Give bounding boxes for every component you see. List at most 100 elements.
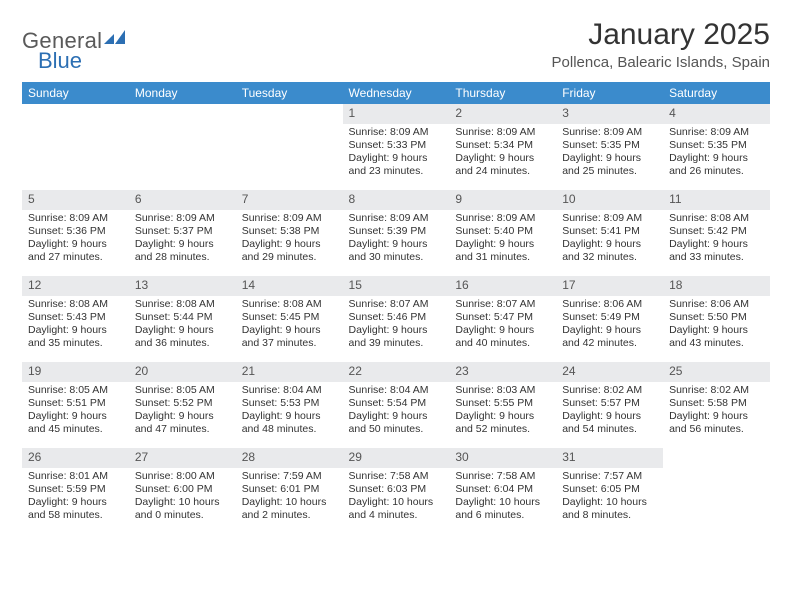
day-daylight_l1: Daylight: 9 hours [135, 410, 230, 423]
day-sunset: Sunset: 5:33 PM [349, 139, 444, 152]
flag-icon [104, 24, 126, 50]
day-daylight_l1: Daylight: 9 hours [455, 238, 550, 251]
day-sunrise: Sunrise: 8:09 AM [28, 212, 123, 225]
day-daylight_l2: and 6 minutes. [455, 509, 550, 522]
day-details: Sunrise: 8:09 AMSunset: 5:38 PMDaylight:… [236, 210, 343, 268]
day-number: 22 [343, 362, 450, 382]
day-sunrise: Sunrise: 8:09 AM [562, 212, 657, 225]
day-of-week-header: Friday [556, 82, 663, 104]
day-sunrise: Sunrise: 8:09 AM [349, 212, 444, 225]
calendar-cell-inner: 21Sunrise: 8:04 AMSunset: 5:53 PMDayligh… [236, 362, 343, 448]
day-daylight_l2: and 29 minutes. [242, 251, 337, 264]
calendar-cell-inner: 7Sunrise: 8:09 AMSunset: 5:38 PMDaylight… [236, 190, 343, 276]
day-of-week-header: Sunday [22, 82, 129, 104]
calendar-cell: 14Sunrise: 8:08 AMSunset: 5:45 PMDayligh… [236, 276, 343, 362]
day-details: Sunrise: 8:09 AMSunset: 5:40 PMDaylight:… [449, 210, 556, 268]
calendar-cell: 6Sunrise: 8:09 AMSunset: 5:37 PMDaylight… [129, 190, 236, 276]
day-sunrise: Sunrise: 8:09 AM [455, 212, 550, 225]
day-daylight_l1: Daylight: 9 hours [669, 152, 764, 165]
day-daylight_l1: Daylight: 9 hours [669, 410, 764, 423]
day-number: 19 [22, 362, 129, 382]
calendar-cell: 28Sunrise: 7:59 AMSunset: 6:01 PMDayligh… [236, 448, 343, 534]
day-details: Sunrise: 8:08 AMSunset: 5:45 PMDaylight:… [236, 296, 343, 354]
calendar-cell-inner: 9Sunrise: 8:09 AMSunset: 5:40 PMDaylight… [449, 190, 556, 276]
calendar-cell: 19Sunrise: 8:05 AMSunset: 5:51 PMDayligh… [22, 362, 129, 448]
day-daylight_l1: Daylight: 10 hours [349, 496, 444, 509]
day-number: 10 [556, 190, 663, 210]
day-daylight_l1: Daylight: 9 hours [455, 152, 550, 165]
day-details: Sunrise: 8:09 AMSunset: 5:35 PMDaylight:… [663, 124, 770, 182]
day-number [22, 104, 129, 124]
day-sunset: Sunset: 5:53 PM [242, 397, 337, 410]
day-details: Sunrise: 7:58 AMSunset: 6:03 PMDaylight:… [343, 468, 450, 526]
day-details: Sunrise: 8:08 AMSunset: 5:44 PMDaylight:… [129, 296, 236, 354]
day-sunrise: Sunrise: 8:09 AM [455, 126, 550, 139]
day-sunset: Sunset: 6:01 PM [242, 483, 337, 496]
day-number: 1 [343, 104, 450, 124]
calendar-cell-inner: 28Sunrise: 7:59 AMSunset: 6:01 PMDayligh… [236, 448, 343, 534]
day-sunrise: Sunrise: 8:08 AM [135, 298, 230, 311]
day-details: Sunrise: 8:05 AMSunset: 5:52 PMDaylight:… [129, 382, 236, 440]
calendar-cell-inner: 13Sunrise: 8:08 AMSunset: 5:44 PMDayligh… [129, 276, 236, 362]
calendar-cell: 2Sunrise: 8:09 AMSunset: 5:34 PMDaylight… [449, 104, 556, 190]
day-details: Sunrise: 8:09 AMSunset: 5:41 PMDaylight:… [556, 210, 663, 268]
day-daylight_l2: and 54 minutes. [562, 423, 657, 436]
day-daylight_l1: Daylight: 9 hours [455, 324, 550, 337]
brand-part2: Blue [38, 48, 82, 74]
day-daylight_l1: Daylight: 9 hours [28, 324, 123, 337]
week-row: 26Sunrise: 8:01 AMSunset: 5:59 PMDayligh… [22, 448, 770, 534]
day-daylight_l1: Daylight: 10 hours [455, 496, 550, 509]
day-sunrise: Sunrise: 8:06 AM [669, 298, 764, 311]
day-number: 17 [556, 276, 663, 296]
day-daylight_l1: Daylight: 9 hours [242, 324, 337, 337]
day-number: 26 [22, 448, 129, 468]
day-details: Sunrise: 8:02 AMSunset: 5:58 PMDaylight:… [663, 382, 770, 440]
day-details: Sunrise: 8:09 AMSunset: 5:34 PMDaylight:… [449, 124, 556, 182]
day-sunset: Sunset: 5:54 PM [349, 397, 444, 410]
calendar-cell-inner: 23Sunrise: 8:03 AMSunset: 5:55 PMDayligh… [449, 362, 556, 448]
day-sunrise: Sunrise: 8:05 AM [28, 384, 123, 397]
week-row: 5Sunrise: 8:09 AMSunset: 5:36 PMDaylight… [22, 190, 770, 276]
day-daylight_l1: Daylight: 9 hours [669, 324, 764, 337]
calendar-cell-inner: 19Sunrise: 8:05 AMSunset: 5:51 PMDayligh… [22, 362, 129, 448]
day-of-week-header: Thursday [449, 82, 556, 104]
day-number: 13 [129, 276, 236, 296]
day-number: 8 [343, 190, 450, 210]
day-daylight_l2: and 25 minutes. [562, 165, 657, 178]
day-daylight_l2: and 40 minutes. [455, 337, 550, 350]
day-sunrise: Sunrise: 8:08 AM [669, 212, 764, 225]
day-daylight_l2: and 4 minutes. [349, 509, 444, 522]
calendar-cell-inner: 5Sunrise: 8:09 AMSunset: 5:36 PMDaylight… [22, 190, 129, 276]
day-number: 23 [449, 362, 556, 382]
day-daylight_l1: Daylight: 9 hours [28, 238, 123, 251]
day-sunset: Sunset: 5:52 PM [135, 397, 230, 410]
calendar-cell: 18Sunrise: 8:06 AMSunset: 5:50 PMDayligh… [663, 276, 770, 362]
day-daylight_l1: Daylight: 9 hours [28, 496, 123, 509]
day-sunset: Sunset: 5:51 PM [28, 397, 123, 410]
calendar-cell: 16Sunrise: 8:07 AMSunset: 5:47 PMDayligh… [449, 276, 556, 362]
calendar-cell: 1Sunrise: 8:09 AMSunset: 5:33 PMDaylight… [343, 104, 450, 190]
day-sunrise: Sunrise: 8:05 AM [135, 384, 230, 397]
day-details: Sunrise: 8:02 AMSunset: 5:57 PMDaylight:… [556, 382, 663, 440]
day-sunset: Sunset: 6:00 PM [135, 483, 230, 496]
day-details: Sunrise: 8:04 AMSunset: 5:53 PMDaylight:… [236, 382, 343, 440]
day-daylight_l1: Daylight: 9 hours [242, 238, 337, 251]
day-number: 29 [343, 448, 450, 468]
calendar-cell-inner: 25Sunrise: 8:02 AMSunset: 5:58 PMDayligh… [663, 362, 770, 448]
day-sunset: Sunset: 5:46 PM [349, 311, 444, 324]
day-sunrise: Sunrise: 8:02 AM [562, 384, 657, 397]
calendar-cell: 17Sunrise: 8:06 AMSunset: 5:49 PMDayligh… [556, 276, 663, 362]
day-sunrise: Sunrise: 8:04 AM [242, 384, 337, 397]
day-number: 21 [236, 362, 343, 382]
day-daylight_l2: and 28 minutes. [135, 251, 230, 264]
day-daylight_l1: Daylight: 10 hours [135, 496, 230, 509]
calendar-cell [129, 104, 236, 190]
day-number: 18 [663, 276, 770, 296]
calendar-cell: 21Sunrise: 8:04 AMSunset: 5:53 PMDayligh… [236, 362, 343, 448]
day-of-week-header: Monday [129, 82, 236, 104]
day-of-week-header: Tuesday [236, 82, 343, 104]
calendar-head: SundayMondayTuesdayWednesdayThursdayFrid… [22, 82, 770, 104]
day-number: 27 [129, 448, 236, 468]
calendar-cell-inner: 17Sunrise: 8:06 AMSunset: 5:49 PMDayligh… [556, 276, 663, 362]
day-sunset: Sunset: 5:49 PM [562, 311, 657, 324]
